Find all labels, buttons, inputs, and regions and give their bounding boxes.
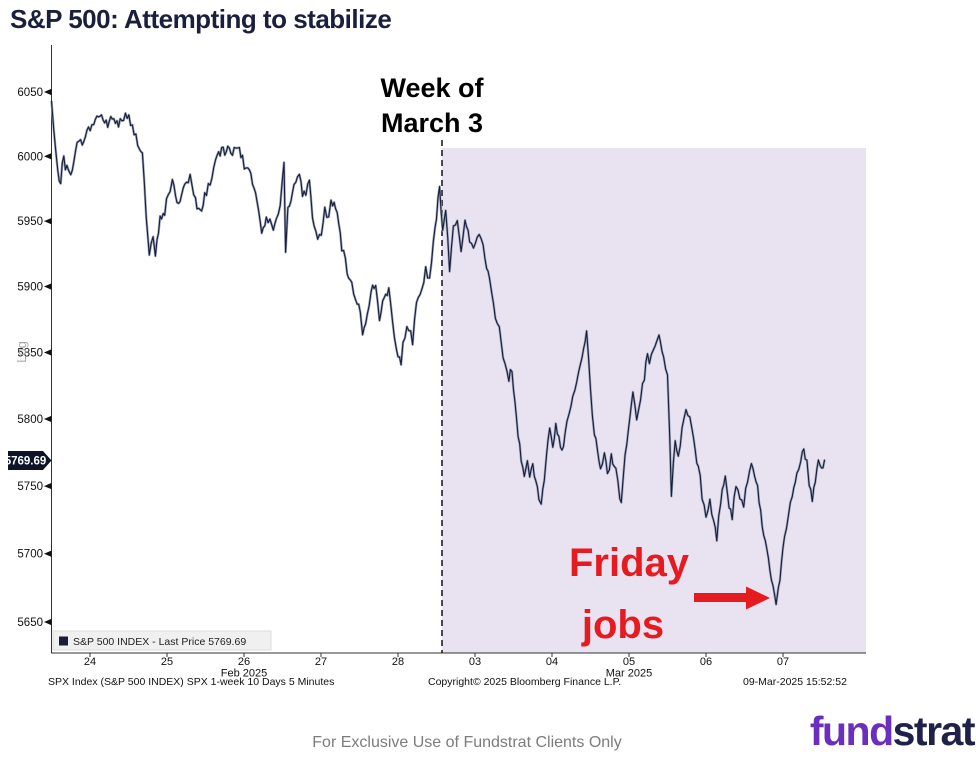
friday-jobs-annotation-line2: jobs xyxy=(581,603,665,647)
red-arrow-icon xyxy=(694,586,770,610)
x-day-label: 27 xyxy=(315,656,327,668)
y-tick-arrow-icon xyxy=(44,283,52,290)
x-day-label: 24 xyxy=(84,656,96,668)
y-tick-label: 5650 xyxy=(17,617,43,629)
friday-jobs-annotation-line1: Friday xyxy=(568,541,690,585)
y-tick-arrow-icon xyxy=(44,415,52,423)
x-month-label: Mar 2025 xyxy=(606,668,652,680)
logo-fund: fund xyxy=(809,708,894,754)
footer-disclaimer: For Exclusive Use of Fundstrat Clients O… xyxy=(312,734,622,751)
axes xyxy=(51,45,866,654)
x-month-label: Feb 2025 xyxy=(221,668,267,680)
x-day-label: 04 xyxy=(546,656,558,668)
last-price-badge xyxy=(8,451,52,470)
week-annotation-line2: March 3 xyxy=(380,108,484,138)
y-tick-arrow-icon xyxy=(44,217,52,225)
logo-strat: strat xyxy=(892,708,976,754)
legend-box xyxy=(52,630,272,651)
log-scale-label: Log xyxy=(14,341,29,363)
y-tick-label: 5750 xyxy=(17,481,43,493)
y-tick-label: 5800 xyxy=(17,414,43,426)
x-day-label: 25 xyxy=(161,656,173,668)
last-price-badge-value: 5769.69 xyxy=(5,456,47,468)
week-of-march3-annotation: Week of March 3 xyxy=(380,71,483,141)
x-day-label: 26 xyxy=(238,656,250,668)
y-tick-arrow-icon xyxy=(44,482,52,490)
y-tick-arrow-icon xyxy=(44,618,52,626)
y-tick-label: 5850 xyxy=(17,347,43,359)
legend-swatch-icon xyxy=(59,636,68,646)
x-day-label: 05 xyxy=(623,656,635,668)
x-day-label: 03 xyxy=(469,656,481,668)
shaded-region-week-of-march3 xyxy=(442,148,866,653)
y-tick-label: 6000 xyxy=(17,151,43,163)
x-day-label: 06 xyxy=(700,656,712,668)
y-tick-arrow-icon xyxy=(44,153,52,160)
x-day-label: 28 xyxy=(392,656,404,668)
y-tick-arrow-icon xyxy=(44,349,52,356)
fundstrat-logo: fundstrat xyxy=(809,708,976,755)
page-title: S&P 500: Attempting to stabilize xyxy=(10,4,392,34)
legend-label: S&P 500 INDEX - Last Price 5769.69 xyxy=(73,636,246,648)
x-day-label: 07 xyxy=(777,656,789,668)
footnote-copyright: Copyright© 2025 Bloomberg Finance L.P. xyxy=(428,676,621,688)
y-tick-label: 5900 xyxy=(17,282,43,294)
y-tick-arrow-icon xyxy=(44,550,52,557)
y-tick-label: 6050 xyxy=(17,87,43,99)
price-chart: 6050 6000 5950 5900 5850 5800 5750 5700 5650 Log 2… xyxy=(5,45,866,688)
y-tick-label: 5700 xyxy=(17,549,43,561)
footnote-timestamp: 09-Mar-2025 15:52:52 xyxy=(743,676,847,688)
y-tick-label: 5950 xyxy=(17,216,43,228)
week-annotation-line1: Week of xyxy=(380,73,484,103)
price-line xyxy=(50,100,826,606)
y-tick-arrow-icon xyxy=(44,88,52,96)
footnote-instrument: SPX Index (S&P 500 INDEX) SPX 1-week 10 … xyxy=(48,676,334,688)
